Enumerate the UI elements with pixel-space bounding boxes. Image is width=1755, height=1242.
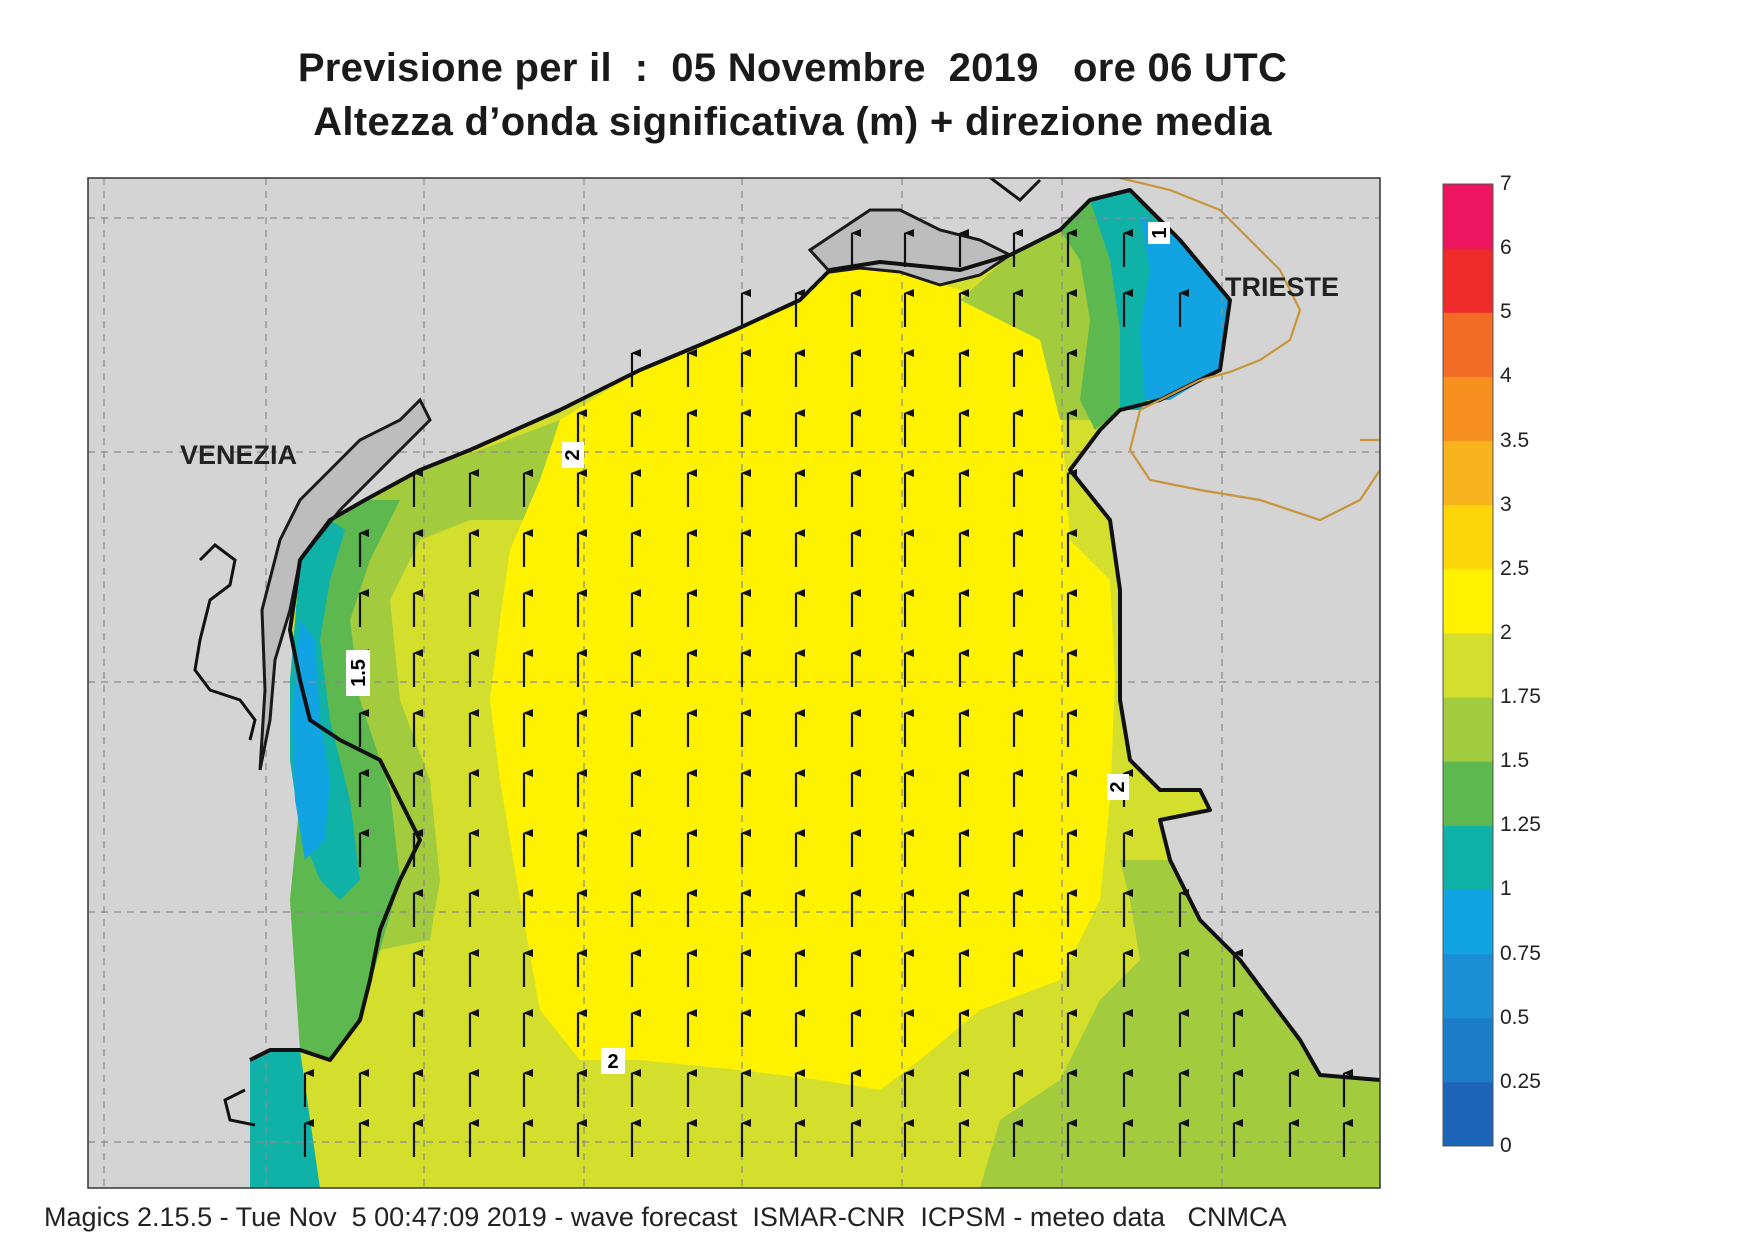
title-line-1: Previsione per il : 05 Novembre 2019 ore… <box>297 46 1288 90</box>
colorbar-frame <box>1442 183 1494 1147</box>
title-line-2: Altezza d’onda significativa (m) + direz… <box>313 100 1272 144</box>
colorbar-tick-label: 0 <box>1500 1134 1512 1157</box>
colorbar-tick-label: 4 <box>1500 364 1512 388</box>
colorbar-swatch <box>1443 1081 1493 1147</box>
colorbar-swatch <box>1443 440 1493 506</box>
footer-credits: Magics 2.15.5 - Tue Nov 5 00:47:09 2019 … <box>44 1202 1287 1232</box>
colorbar-swatch <box>1443 504 1493 570</box>
colorbar-tick-label: 6 <box>1500 236 1512 260</box>
sea-core-yellow <box>490 270 1115 1090</box>
colorbar-tick-label: 1 <box>1500 877 1512 901</box>
border-line <box>1119 178 1380 522</box>
contour-label: 2 <box>1107 781 1129 792</box>
colorbar-swatch <box>1443 825 1493 890</box>
colorbar-tick-label: 1.75 <box>1500 685 1541 709</box>
venice-lagoon <box>258 397 432 771</box>
sea-corner-teal <box>250 1050 320 1188</box>
colorbar-tick-label: 2 <box>1500 620 1512 644</box>
colorbar-swatch <box>1443 1017 1493 1083</box>
inland-lagoons <box>193 178 1042 1127</box>
colorbar-swatch <box>1443 889 1493 955</box>
city-label-trieste: TRIESTE <box>1225 272 1340 302</box>
colorbar-swatch <box>1443 312 1493 377</box>
colorbar-swatch <box>1443 632 1493 698</box>
city-label-venezia: VENEZIA <box>180 440 298 470</box>
colorbar-swatch <box>1443 568 1493 634</box>
colorbar <box>1442 183 1494 1147</box>
map-frame <box>87 177 1381 1189</box>
colorbar-swatch <box>1443 376 1493 442</box>
coastline <box>249 188 1380 1082</box>
colorbar-tick-label: 3 <box>1500 492 1512 516</box>
contour-label: 2 <box>562 449 584 460</box>
colorbar-swatch <box>1443 248 1493 313</box>
colorbar-tick-label: 3.5 <box>1500 428 1530 452</box>
colorbar-tick-label: 2.5 <box>1500 556 1530 580</box>
wave-direction-arrows <box>303 229 1353 1157</box>
colorbar-swatch <box>1443 953 1493 1019</box>
colorbar-tick-label: 0.25 <box>1500 1069 1541 1093</box>
colorbar-swatch <box>1443 697 1493 762</box>
sea-ne-blue <box>1140 215 1230 400</box>
colorbar-tick-label: 0.5 <box>1500 1005 1530 1029</box>
colorbar-swatch <box>1443 184 1493 249</box>
colorbar-tick-label: 1.5 <box>1500 749 1530 773</box>
colorbar-tick-label: 5 <box>1500 300 1512 324</box>
contour-labels: 2 1.5 2 2 1 <box>346 222 1171 1074</box>
colorbar-tick-label: 7 <box>1500 172 1512 195</box>
colorbar-swatch <box>1443 761 1493 826</box>
colorbar-tick-label: 1.25 <box>1500 813 1541 837</box>
contour-label: 1.5 <box>348 659 370 687</box>
contour-label: 2 <box>607 1051 618 1073</box>
colorbar-tick-label: 0.75 <box>1500 941 1541 965</box>
contour-label: 1 <box>1149 227 1171 238</box>
